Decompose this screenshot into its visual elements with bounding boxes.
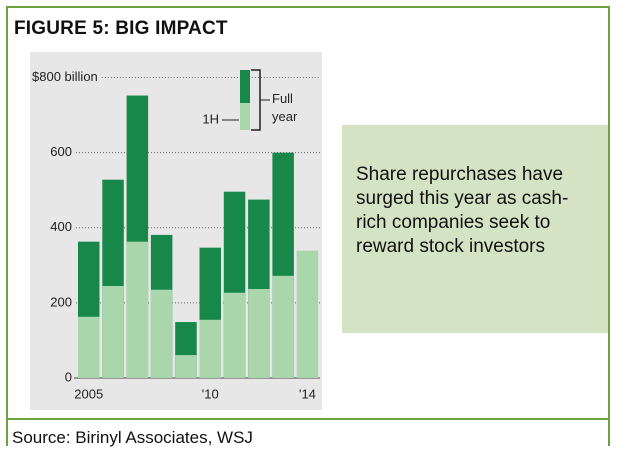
y-tick-label: 200 [50, 294, 72, 309]
rule [6, 418, 610, 420]
legend-bracket [251, 69, 261, 131]
bar [223, 292, 246, 378]
legend-swatch [240, 103, 250, 130]
x-tick-label: '14 [299, 386, 316, 401]
bar [150, 289, 173, 378]
legend-label: 1H [202, 111, 219, 126]
y-tick-label: $800 billion [32, 69, 98, 84]
chart: 0 200 400 600 $800 billion 2005 '10 '14 1H Full y… [30, 52, 322, 410]
bar [296, 250, 319, 378]
y-tick-label: 400 [50, 219, 72, 234]
y-tick-label: 0 [65, 369, 72, 384]
x-tick-label: '10 [202, 386, 219, 401]
source: Source: Birinyl Associates, WSJ [12, 428, 253, 447]
legend-label: Full year [272, 91, 298, 124]
bar [199, 319, 221, 378]
legend-label-box: Full year [272, 91, 298, 124]
bar [248, 288, 270, 378]
bar [78, 316, 100, 378]
legend-swatch [240, 70, 250, 103]
y-tick-label: 600 [50, 144, 72, 159]
bar [102, 285, 124, 378]
bar [175, 355, 197, 378]
bar [272, 275, 294, 378]
note: Share repurchases have surged this year … [342, 125, 608, 333]
title: FIGURE 5: BIG IMPACT [14, 18, 228, 39]
frame [6, 6, 610, 446]
x-tick-label: 2005 [74, 386, 103, 401]
bar [126, 241, 149, 378]
